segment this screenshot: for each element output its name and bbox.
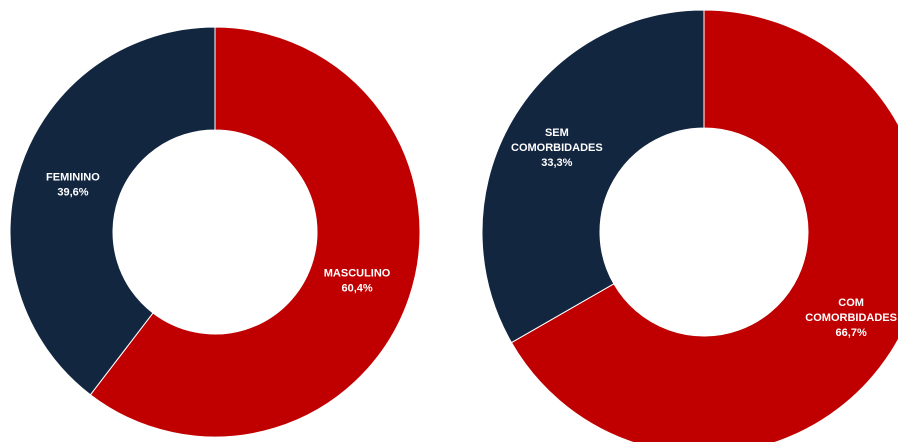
slice-category-feminino: FEMININO [46,171,100,183]
donut-chart-comorbidities: COM COMORBIDADES 66,7% SEM COMORBIDADES 33,3% [481,9,898,442]
slice-com-comorbidades [510,9,898,442]
slice-label-feminino: FEMININO 39,6% [46,171,100,198]
slice-label-com-comorbidades: COM COMORBIDADES 66,7% [805,297,897,339]
slice-category-masculino: MASCULINO [324,268,391,280]
slice-category-sem-comorbidades: COMORBIDADES [511,142,603,154]
slice-sem-comorbidades [481,9,705,344]
slice-value-sem-comorbidades: 33,3% [541,157,572,169]
donut-chart-sex: MASCULINO 60,4% FEMININO 39,6% [9,26,421,438]
slice-feminino [9,26,216,396]
slice-category-sem-comorbidades: SEM [545,127,569,139]
slice-value-com-comorbidades: 66,7% [836,327,867,339]
slice-label-masculino: MASCULINO 60,4% [324,268,391,295]
slice-value-feminino: 39,6% [57,186,88,198]
slice-label-sem-comorbidades: SEM COMORBIDADES 33,3% [511,127,603,169]
slice-masculino [89,26,421,438]
slice-category-com-comorbidades: COM [838,297,864,309]
slice-category-com-comorbidades: COMORBIDADES [805,312,897,324]
slice-value-masculino: 60,4% [341,283,372,295]
